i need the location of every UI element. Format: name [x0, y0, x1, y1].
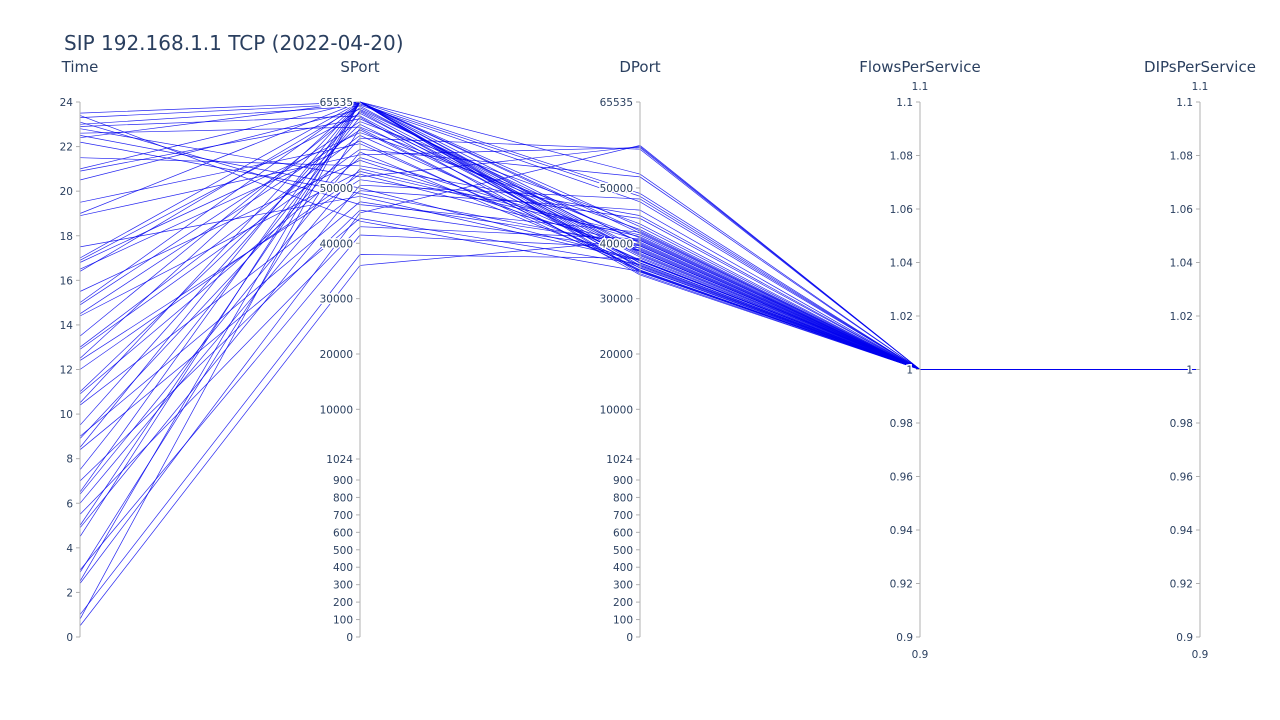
- tick-label: 22: [60, 142, 73, 154]
- tick-label: 1.06: [1170, 204, 1194, 216]
- axis-label: DIPsPerService: [1144, 58, 1256, 76]
- tick-label: 65535: [320, 97, 353, 109]
- tick-label: 500: [333, 545, 353, 557]
- tick-label: 50000: [320, 183, 353, 195]
- tick-label: 1.04: [1170, 258, 1194, 270]
- tick-label: 800: [613, 492, 633, 504]
- tick-label: 18: [60, 231, 73, 243]
- tick-label: 40000: [600, 238, 633, 250]
- tick-label: 1.02: [1170, 311, 1193, 323]
- tick-label: 0.94: [890, 525, 914, 537]
- axes-layer: Time024681012141618202224SPort0100200300…: [58, 58, 1256, 661]
- tick-label: 14: [60, 320, 74, 332]
- tick-label: 1.02: [890, 311, 913, 323]
- tick-label: 2: [66, 587, 73, 599]
- tick-label: 400: [613, 562, 633, 574]
- tick-label: 1.04: [890, 258, 914, 270]
- tick-label: 8: [66, 454, 73, 466]
- tick-label: 900: [613, 475, 633, 487]
- tick-label: 10: [60, 409, 73, 421]
- tick-label: 0.94: [1170, 525, 1194, 537]
- tick-label: 0.9: [1176, 632, 1193, 644]
- tick-label: 500: [613, 545, 633, 557]
- range-min-label: 0.9: [1192, 649, 1209, 661]
- tick-label: 900: [333, 475, 353, 487]
- tick-label: 20000: [600, 349, 633, 361]
- tick-label: 10000: [320, 404, 353, 416]
- tick-label: 1024: [326, 454, 353, 466]
- tick-label: 20000: [320, 349, 353, 361]
- tick-label: 1.1: [1176, 97, 1193, 109]
- tick-label: 0.92: [1170, 579, 1193, 591]
- tick-label: 200: [613, 597, 633, 609]
- tick-label: 0.98: [890, 418, 913, 430]
- range-max-label: 1.1: [912, 81, 929, 93]
- axis-dport: DPort 0 100 200 300 400 500 600 700 800 900 1024 100…: [598, 58, 661, 646]
- tick-label: 300: [333, 580, 353, 592]
- axis-label: Time: [61, 58, 99, 76]
- tick-label: 400: [333, 562, 353, 574]
- tick-label: 16: [60, 275, 74, 287]
- axis-label: DPort: [619, 58, 660, 76]
- tick-label: 1.06: [890, 204, 914, 216]
- tick-label: 30000: [600, 294, 633, 306]
- axis-label: FlowsPerService: [859, 58, 980, 76]
- tick-label: 100: [613, 615, 633, 627]
- axis-label: SPort: [340, 58, 379, 76]
- tick-label: 600: [333, 527, 353, 539]
- tick-label: 0: [66, 632, 73, 644]
- tick-label: 200: [333, 597, 353, 609]
- tick-label: 0.96: [890, 472, 914, 484]
- tick-label: 10000: [600, 404, 633, 416]
- tick-label: 1024: [606, 454, 633, 466]
- tick-label: 1: [1186, 365, 1193, 377]
- tick-label: 0: [626, 632, 633, 644]
- range-max-label: 1.1: [1192, 81, 1209, 93]
- tick-label: 4: [66, 543, 73, 555]
- axis-dipsperservice: DIPsPerService 0.9 0.92 0.94 0.96 0.98 1 1.02 1.…: [1144, 58, 1256, 661]
- tick-label: 100: [333, 615, 353, 627]
- tick-label: 24: [60, 97, 74, 109]
- tick-label: 65535: [600, 97, 633, 109]
- tick-label: 0: [346, 632, 353, 644]
- tick-label: 1.1: [896, 97, 913, 109]
- tick-label: 700: [333, 510, 353, 522]
- tick-label: 600: [613, 527, 633, 539]
- tick-label: 0.98: [1170, 418, 1193, 430]
- tick-label: 1.08: [1170, 151, 1193, 163]
- tick-label: 6: [66, 498, 73, 510]
- tick-label: 12: [60, 365, 73, 377]
- tick-label: 30000: [320, 294, 353, 306]
- tick-label: 0.9: [896, 632, 913, 644]
- tick-label: 40000: [320, 238, 353, 250]
- tick-label: 0.96: [1170, 472, 1194, 484]
- chart-title: SIP 192.168.1.1 TCP (2022-04-20): [64, 31, 404, 55]
- tick-label: 700: [613, 510, 633, 522]
- tick-label: 0.92: [890, 579, 913, 591]
- range-min-label: 0.9: [912, 649, 929, 661]
- tick-label: 800: [333, 492, 353, 504]
- axis-sport: SPort 0 100 200 300 400 500 600 700 800 900 1024 100…: [318, 58, 380, 646]
- tick-label: 1.08: [890, 151, 913, 163]
- axis-flowsperservice: FlowsPerService 0.9 0.92 0.94 0.96 0.98 1 1.02 1…: [859, 58, 980, 661]
- tick-label: 1: [906, 365, 913, 377]
- tick-label: 50000: [600, 183, 633, 195]
- tick-label: 300: [613, 580, 633, 592]
- tick-label: 20: [60, 186, 73, 198]
